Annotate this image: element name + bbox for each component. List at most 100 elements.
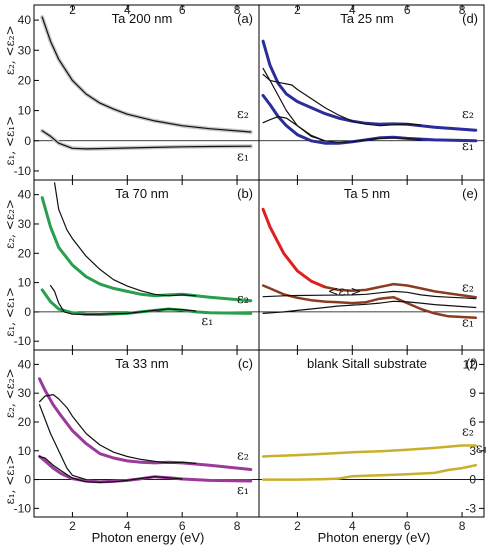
y-tick-label: -10 [14,501,32,515]
series-d-4 [262,116,422,143]
y-tick-label-right: 12 [463,357,477,371]
x-tick-label-top: 4 [124,3,131,17]
x-tick-label-top: 6 [404,3,411,17]
curve-label: ε₁ [462,139,474,154]
y-tick-label-right: 9 [469,386,476,400]
y-tick-label: 0 [24,134,31,148]
x-axis-title-left: Photon energy (eV) [92,530,205,545]
y-tick-label: 40 [18,357,32,371]
x-tick-label-top: 8 [459,3,466,17]
panel-letter: (f) [466,356,478,371]
panel-title: Ta 33 nm [115,356,168,371]
panel-letter: (e) [462,186,478,201]
x-tick-label-bottom: 4 [124,519,131,533]
y-tick-label: 30 [18,386,32,400]
y-tick-label-right: 6 [469,415,476,429]
series-d-1 [261,94,478,145]
x-tick-label-top: 2 [69,3,76,17]
series-c-2 [38,394,197,464]
series-f-0 [261,444,478,458]
panel-frame [33,349,260,518]
y-tick-label: 30 [18,217,32,231]
series-c-0 [38,377,253,471]
series-e-0 [261,207,327,289]
panel-letter: (a) [237,11,253,26]
panel-letter: (c) [238,356,253,371]
panel-frame [258,4,485,181]
curve-label: ε₂ [237,292,249,307]
panel-letter: (b) [237,186,253,201]
y-tick-label: 20 [18,73,32,87]
x-tick-label-bottom: 6 [179,519,186,533]
curve-label: ε₁ [237,483,249,498]
series-c-4 [38,455,183,483]
series-f-1 [261,463,478,481]
curve-label: ε₂ [237,107,249,122]
y-tick-label: 0 [24,473,31,487]
series-a-0 [40,15,253,134]
y-tick-label: 0 [24,305,31,319]
curve-label: ε₁ [201,314,213,329]
x-tick-label-bottom: 8 [234,519,241,533]
y-tick-label: 30 [18,43,32,57]
y-tick-label: -10 [14,164,32,178]
panel-d: Ta 25 nm (d) ε₂ ε₁ [258,4,485,181]
panel-letter: (d) [462,11,478,26]
curve-label: ε₁ [237,149,249,164]
y-tick-label-right: -3 [465,501,476,515]
panel-frame [258,349,485,518]
y-tick-label: 40 [18,13,32,27]
curve-label: ε₂ [462,107,474,122]
series-e-1 [323,282,478,299]
curve-label: ε₂ [462,280,474,295]
series-b-3 [49,284,197,316]
curve-label: ε₂ [462,424,474,439]
curve-label: <ε₁> [328,284,362,299]
y-tick-label: -10 [14,334,32,348]
top-axis-tick-labels: 2 4 6 8 2 4 6 8 [69,3,466,17]
series-e-3 [262,290,477,300]
curve-label: ε₁ [476,442,486,457]
panel-title: Ta 5 nm [344,186,390,201]
y-tick-label-right: 3 [469,444,476,458]
x-tick-label-bottom: 4 [349,519,356,533]
y-tick-label: 10 [18,444,32,458]
x-axis-title-right: Photon energy (eV) [318,530,431,545]
y-tick-label: 10 [18,276,32,290]
series-e-4 [262,300,477,314]
x-tick-label-bottom: 2 [294,519,301,533]
series-d-3 [262,67,326,142]
series-d-2 [262,73,422,127]
y-tick-label: 20 [18,415,32,429]
y-tick-label-right: 0 [469,473,476,487]
series-b-2 [54,182,197,297]
y-tick-label: 40 [18,188,32,202]
x-tick-label-top: 8 [234,3,241,17]
panel-frame [33,4,260,181]
curve-label: ε₁ [462,316,474,331]
y-tick-label: 10 [18,104,32,118]
y-axis-label-bottom: ε₁, <ε₁> [3,116,17,166]
bottom-axis-tick-labels: 2 4 6 8 2 4 6 8 [69,519,466,533]
panel-title: Ta 200 nm [112,11,173,26]
curve-label: ε₂ [237,448,249,463]
y-tick-label: 20 [18,246,32,260]
x-tick-label-top: 4 [349,3,356,17]
x-tick-label-bottom: 8 [459,519,466,533]
panel-title: Ta 25 nm [340,11,393,26]
x-tick-label-bottom: 2 [69,519,76,533]
panel-e: Ta 5 nm (e) ε₂ <ε₁> ε₁ [258,179,485,351]
y-axis-label-bottom: ε₁, <ε₁> [3,287,17,337]
x-tick-label-top: 2 [294,3,301,17]
series-a-2 [41,16,252,133]
y-axis-label-top: ε₂, <ε₂> [3,199,17,249]
y-axis-label-top: ε₂, <ε₂> [3,368,17,418]
x-tick-label-bottom: 6 [404,519,411,533]
y-axis-label-bottom: ε₁, <ε₁> [3,455,17,505]
